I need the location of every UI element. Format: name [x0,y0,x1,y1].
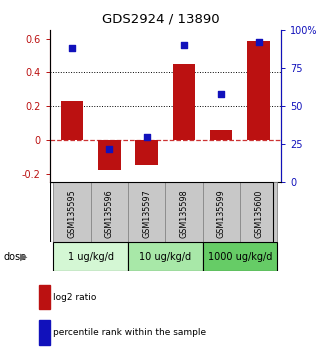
Point [144,134,149,139]
Point [219,91,224,97]
Point [181,42,187,48]
Text: GSM135597: GSM135597 [142,189,151,238]
Text: dose: dose [3,252,26,262]
Text: GDS2924 / 13890: GDS2924 / 13890 [102,12,219,25]
Bar [128,242,203,271]
Bar [210,130,232,140]
Bar [54,242,128,271]
Point [256,39,261,45]
Text: GSM135600: GSM135600 [254,189,263,238]
Text: 1000 ug/kg/d: 1000 ug/kg/d [208,252,272,262]
Bar [247,41,270,140]
Bar [203,182,240,242]
Bar [98,140,121,171]
Text: percentile rank within the sample: percentile rank within the sample [54,328,207,337]
Text: GSM135596: GSM135596 [105,189,114,238]
Text: 10 ug/kg/d: 10 ug/kg/d [139,252,191,262]
Bar [240,182,277,242]
Bar [54,182,91,242]
Bar [135,140,158,165]
Bar [39,285,50,309]
Bar [39,320,50,345]
Point [70,46,75,51]
Bar [203,242,277,271]
Bar [173,64,195,140]
Text: GSM135598: GSM135598 [179,189,188,238]
Text: GSM135595: GSM135595 [68,189,77,238]
Bar [61,101,83,140]
Bar [165,182,203,242]
Text: 1 ug/kg/d: 1 ug/kg/d [68,252,114,262]
Point [107,146,112,152]
Text: ▶: ▶ [20,252,27,262]
Text: GSM135599: GSM135599 [217,189,226,238]
Bar [91,182,128,242]
Text: log2 ratio: log2 ratio [54,293,97,302]
Bar [128,182,165,242]
